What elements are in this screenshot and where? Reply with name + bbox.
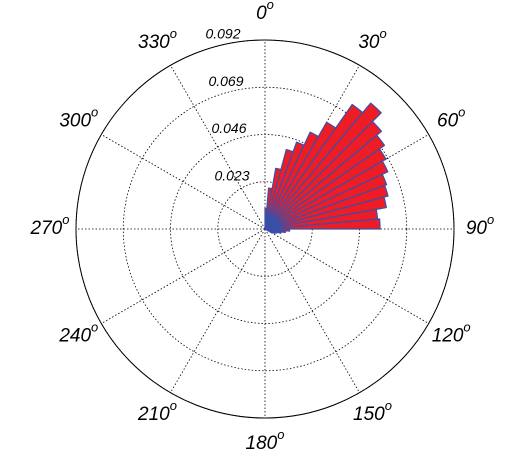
theta-tick-suffix: o [62, 212, 69, 227]
theta-tick-suffix: o [170, 26, 177, 41]
theta-tick-value: 210 [137, 404, 170, 425]
outer-circle [75, 39, 455, 419]
theta-tick-label: 210o [137, 399, 177, 426]
theta-tick-label: 240o [58, 320, 98, 347]
theta-tick-suffix: o [379, 26, 386, 41]
theta-tick-value: 30 [358, 32, 380, 53]
theta-tick-suffix: o [91, 105, 98, 120]
theta-tick-value: 90 [466, 218, 488, 239]
bar [264, 102, 382, 230]
theta-tick-suffix: o [91, 320, 98, 335]
theta-tick-value: 240 [58, 326, 91, 347]
grid-spoke [170, 65, 266, 230]
bar [264, 148, 387, 230]
r-tick-label: 0.069 [208, 73, 243, 89]
bar [264, 228, 274, 234]
theta-tick-value: 120 [432, 326, 464, 347]
grid-spoke [170, 228, 266, 393]
theta-tick-suffix: o [277, 427, 284, 442]
bar [264, 184, 389, 230]
theta-tick-label: 0o [256, 0, 274, 24]
grid-spoke [264, 228, 429, 324]
r-tick-label: 0.046 [211, 120, 246, 136]
theta-tick-suffix: o [463, 320, 470, 335]
theta-tick-label: 150o [353, 399, 392, 426]
theta-tick-label: 330o [138, 26, 177, 53]
bar [264, 134, 386, 230]
grid-spoke [101, 228, 266, 324]
bar [264, 120, 383, 230]
theta-tick-label: 90o [466, 212, 494, 239]
theta-tick-suffix: o [385, 399, 392, 414]
theta-tick-label: 30o [358, 26, 386, 53]
theta-tick-suffix: o [170, 399, 177, 414]
grid-circle [122, 86, 408, 372]
theta-tick-value: 150 [353, 404, 385, 425]
theta-tick-value: 300 [59, 111, 91, 132]
grid-spoke [101, 134, 266, 230]
bar [264, 218, 381, 230]
theta-tick-suffix: o [458, 105, 465, 120]
bar [264, 173, 388, 230]
theta-tick-value: 270 [30, 218, 63, 239]
theta-tick-suffix: o [267, 0, 274, 12]
theta-tick-label: 300o [59, 105, 98, 132]
theta-tick-label: 180o [246, 427, 285, 451]
grid-spoke [264, 228, 360, 393]
bar [264, 160, 389, 230]
r-tick-label: 0.023 [214, 167, 249, 183]
r-tick-label: 0.092 [205, 26, 240, 42]
theta-tick-value: 0 [256, 3, 267, 24]
theta-tick-value: 330 [138, 32, 170, 53]
theta-tick-value: 60 [437, 111, 459, 132]
theta-tick-value: 180 [246, 433, 278, 451]
theta-tick-label: 60o [437, 105, 465, 132]
theta-tick-label: 120o [432, 320, 471, 347]
bar [264, 196, 387, 230]
theta-tick-label: 270o [30, 212, 70, 239]
theta-tick-suffix: o [487, 212, 494, 227]
